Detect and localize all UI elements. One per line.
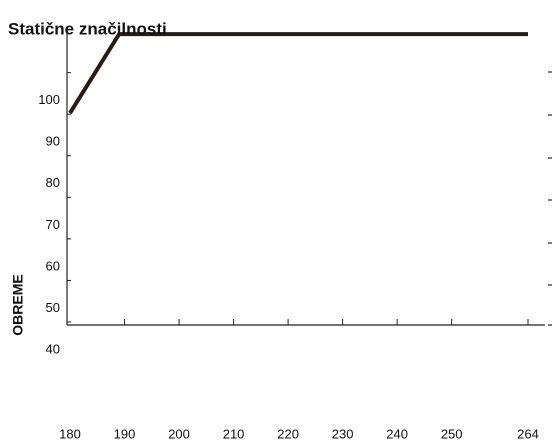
y-axis-label: OBREME [10,274,26,335]
y-tick-label: 80 [46,175,60,190]
frame [66,30,552,326]
x-tick-label: 230 [332,426,354,441]
x-tick-label: 200 [168,426,190,441]
x-tick-label: 220 [277,426,299,441]
x-tick-label: 190 [114,426,136,441]
x-tick-label: 264 [517,426,539,441]
x-tick-label: 180 [59,426,81,441]
y-tick-label: 70 [46,217,60,232]
line [68,32,528,115]
y-tick-label: 50 [46,300,60,315]
y-tick-label: 90 [46,134,60,149]
x-tick-label: 210 [223,426,245,441]
x-tick-label: 240 [386,426,408,441]
x-tick-label: 250 [441,426,463,441]
y-tick-label: 40 [46,341,60,356]
chart-title: Statične značilnosti [8,19,167,38]
y-tick-label: 100 [38,92,60,107]
y-tick-label: 60 [46,258,60,273]
